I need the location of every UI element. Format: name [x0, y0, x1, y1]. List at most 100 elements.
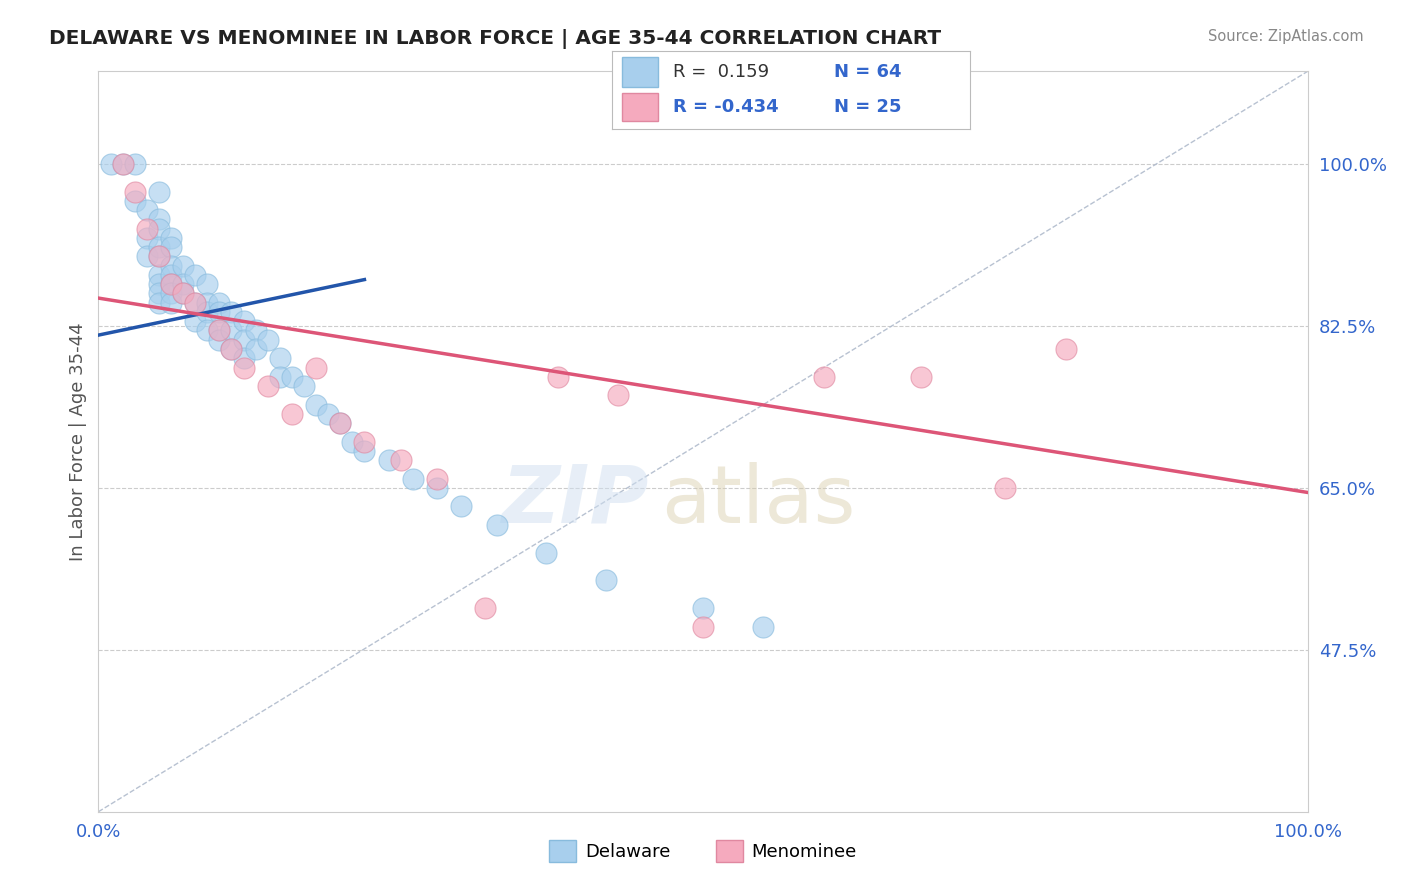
Y-axis label: In Labor Force | Age 35-44: In Labor Force | Age 35-44	[69, 322, 87, 561]
Text: N = 64: N = 64	[834, 63, 901, 81]
Point	[426, 471, 449, 485]
Point	[124, 157, 146, 171]
Point	[329, 416, 352, 430]
Point	[111, 157, 134, 171]
Point	[450, 500, 472, 514]
Point	[208, 295, 231, 310]
Point	[692, 619, 714, 633]
Bar	[623, 94, 658, 121]
Point	[402, 471, 425, 485]
Point	[160, 286, 183, 301]
Point	[148, 249, 170, 264]
Point	[208, 305, 231, 319]
Point	[389, 453, 412, 467]
Point	[353, 443, 375, 458]
Point	[184, 268, 207, 282]
Point	[195, 305, 218, 319]
Point	[172, 286, 194, 301]
Point	[305, 398, 328, 412]
Point	[813, 369, 835, 384]
Point	[148, 240, 170, 254]
Point	[221, 324, 243, 338]
Point	[135, 249, 157, 264]
Point	[195, 324, 218, 338]
Point	[269, 369, 291, 384]
Bar	[623, 57, 658, 87]
Point	[148, 286, 170, 301]
Point	[160, 240, 183, 254]
Point	[208, 324, 231, 338]
Point	[221, 342, 243, 356]
Point	[172, 277, 194, 292]
Point	[353, 434, 375, 449]
Point	[195, 277, 218, 292]
Point	[256, 333, 278, 347]
Point	[208, 333, 231, 347]
Point	[221, 305, 243, 319]
Point	[160, 277, 183, 292]
Text: atlas: atlas	[661, 462, 855, 540]
Text: ZIP: ZIP	[501, 462, 648, 540]
Point	[100, 157, 122, 171]
Point	[172, 259, 194, 273]
Point	[208, 324, 231, 338]
Point	[184, 295, 207, 310]
Point	[486, 517, 509, 532]
Point	[232, 314, 254, 328]
Point	[232, 333, 254, 347]
Point	[256, 379, 278, 393]
Point	[135, 231, 157, 245]
Point	[148, 185, 170, 199]
Point	[426, 481, 449, 495]
Point	[595, 574, 617, 588]
Point	[148, 295, 170, 310]
Point	[160, 231, 183, 245]
Text: Source: ZipAtlas.com: Source: ZipAtlas.com	[1208, 29, 1364, 44]
Point	[195, 295, 218, 310]
Point	[124, 194, 146, 208]
Point	[160, 277, 183, 292]
Point	[135, 203, 157, 218]
Point	[160, 259, 183, 273]
Point	[1054, 342, 1077, 356]
Point	[534, 546, 557, 560]
Point	[292, 379, 315, 393]
Text: R =  0.159: R = 0.159	[672, 63, 769, 81]
Point	[148, 277, 170, 292]
Point	[342, 434, 364, 449]
Point	[160, 295, 183, 310]
Legend: Delaware, Menominee: Delaware, Menominee	[541, 833, 865, 870]
Point	[124, 185, 146, 199]
Point	[135, 221, 157, 235]
Point	[148, 221, 170, 235]
Point	[752, 619, 775, 633]
Point	[994, 481, 1017, 495]
Point	[148, 212, 170, 227]
Point	[607, 388, 630, 402]
Point	[160, 268, 183, 282]
Point	[232, 360, 254, 375]
Text: DELAWARE VS MENOMINEE IN LABOR FORCE | AGE 35-44 CORRELATION CHART: DELAWARE VS MENOMINEE IN LABOR FORCE | A…	[49, 29, 942, 48]
Point	[148, 268, 170, 282]
Point	[221, 342, 243, 356]
Point	[245, 342, 267, 356]
Point	[316, 407, 339, 421]
Text: R = -0.434: R = -0.434	[672, 98, 778, 116]
Point	[305, 360, 328, 375]
Point	[111, 157, 134, 171]
Point	[692, 601, 714, 615]
Point	[281, 369, 304, 384]
Point	[184, 314, 207, 328]
Point	[910, 369, 932, 384]
Point	[547, 369, 569, 384]
Point	[184, 295, 207, 310]
Text: N = 25: N = 25	[834, 98, 901, 116]
Point	[172, 286, 194, 301]
Point	[245, 324, 267, 338]
Point	[281, 407, 304, 421]
Point	[474, 601, 496, 615]
Point	[329, 416, 352, 430]
Point	[232, 351, 254, 366]
Point	[148, 249, 170, 264]
Point	[269, 351, 291, 366]
